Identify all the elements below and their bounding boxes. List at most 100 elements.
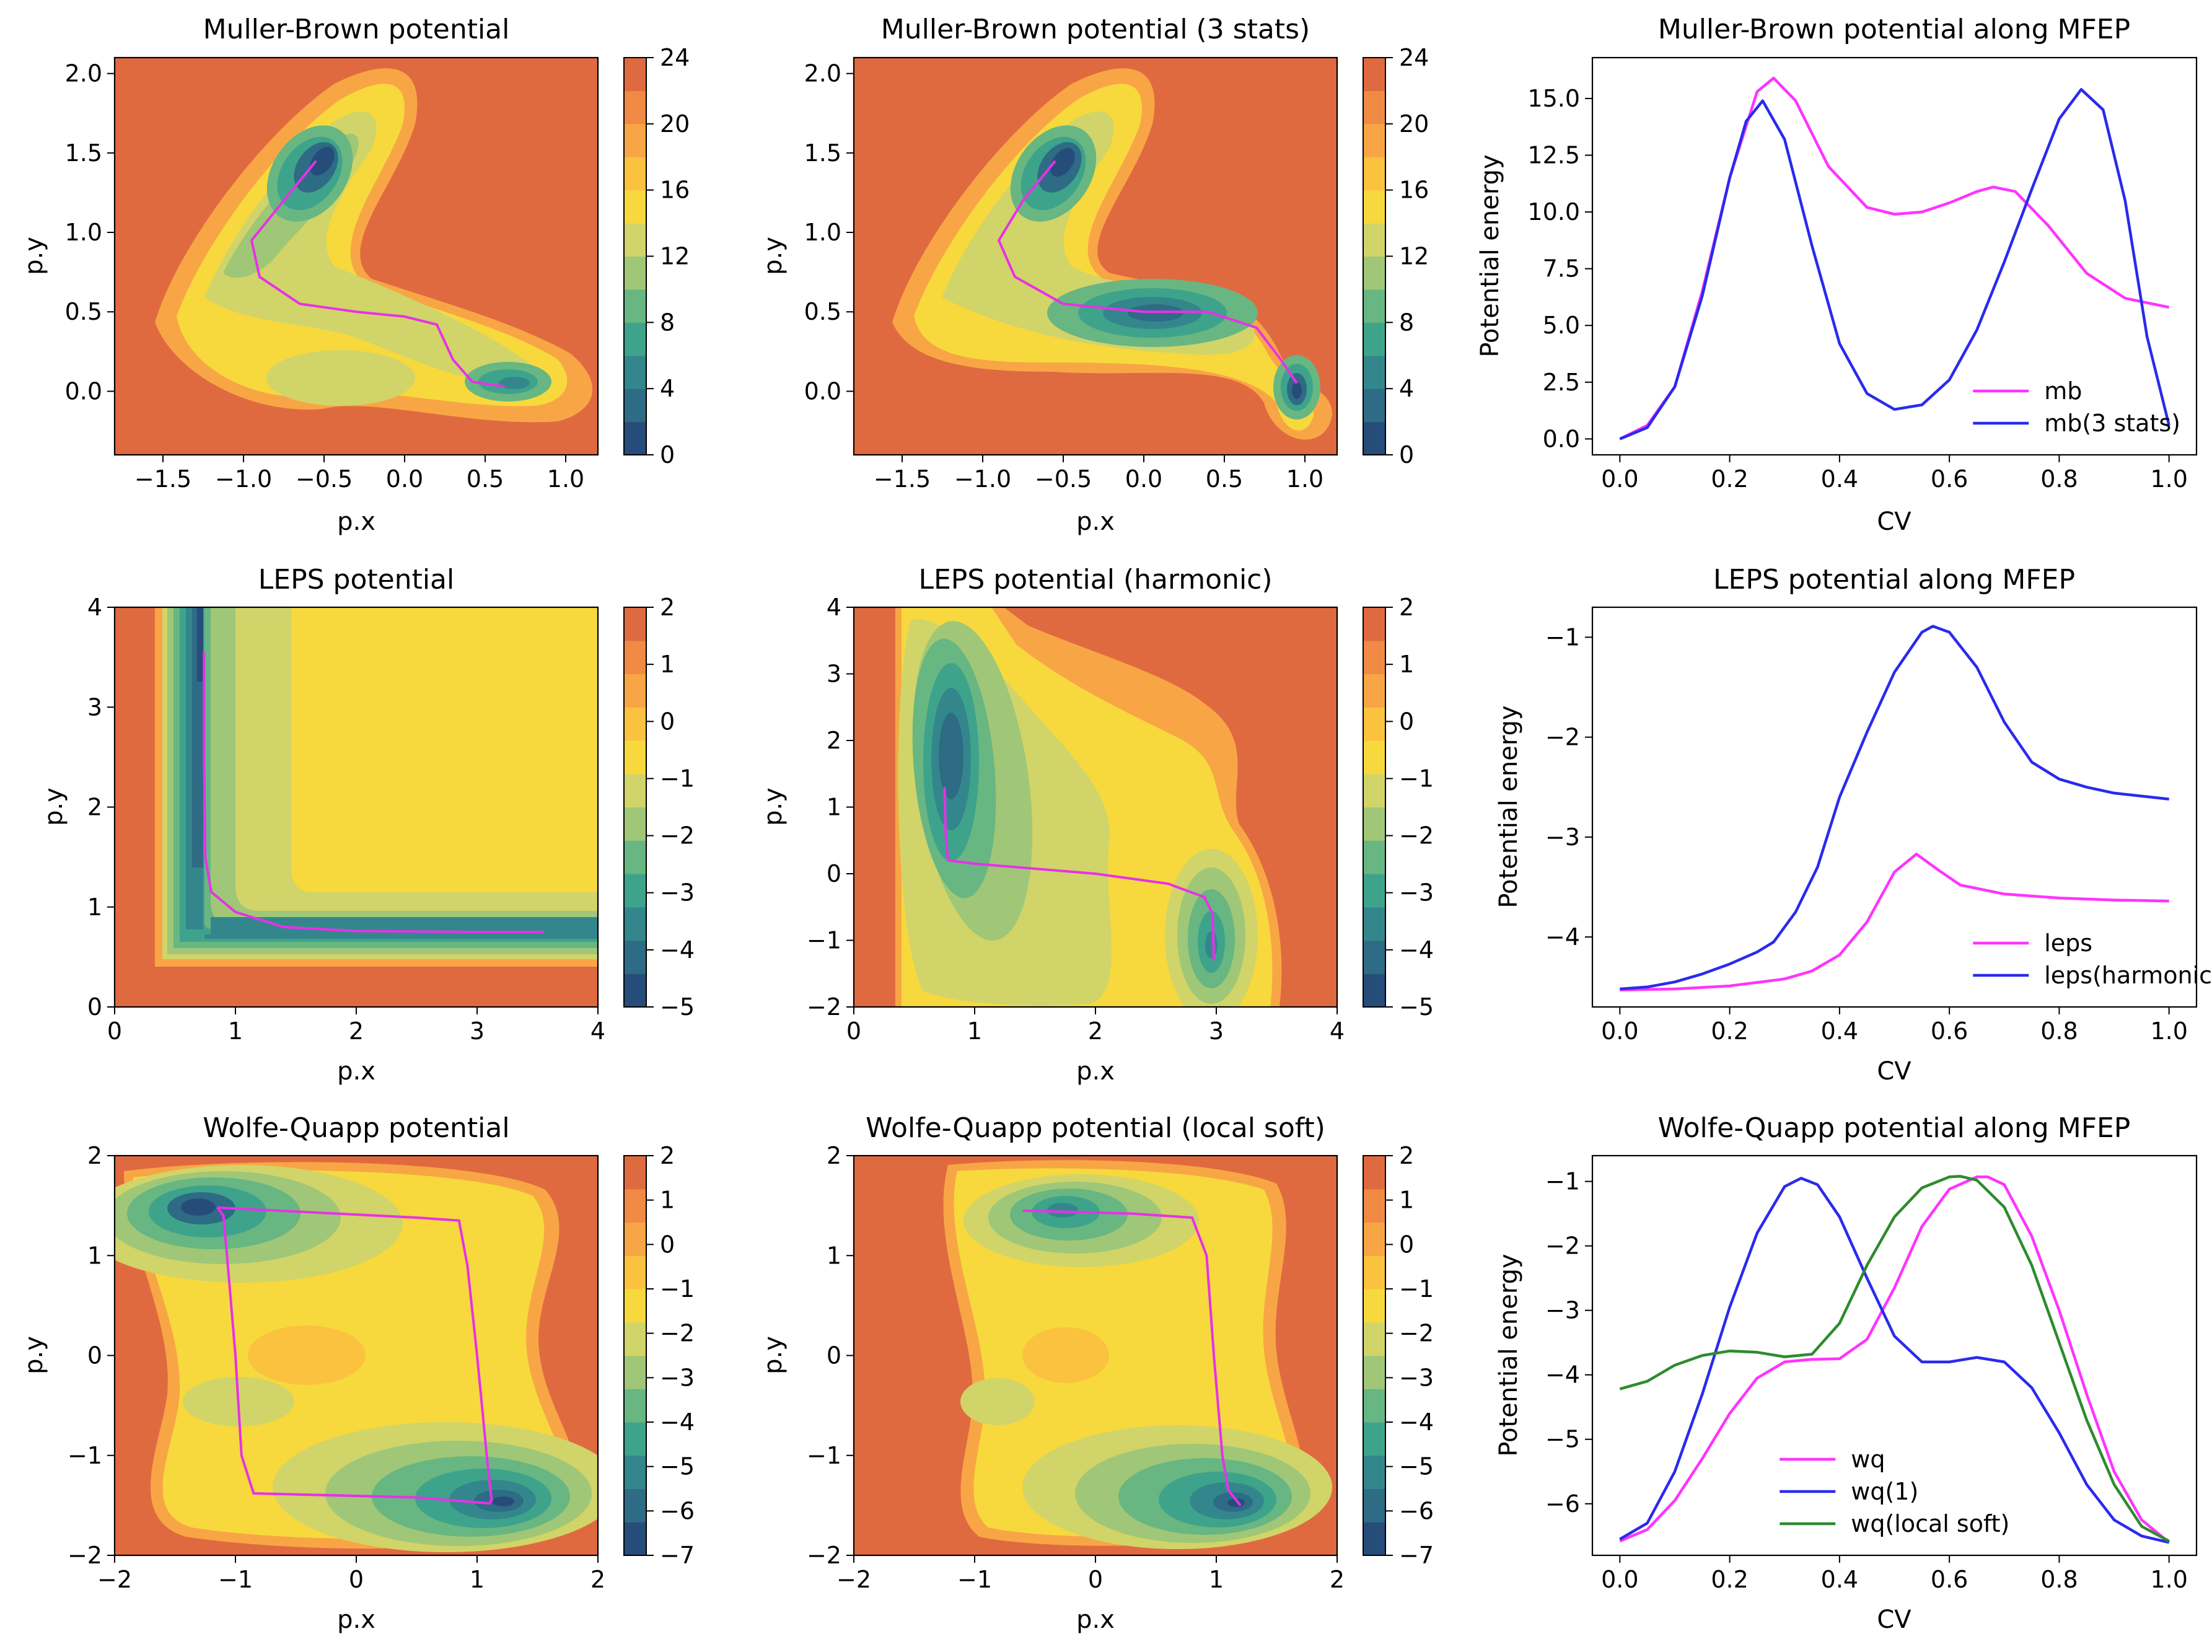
colorbar-tick-label: −1	[660, 1275, 695, 1303]
colorbar-tick-label: −1	[1399, 1275, 1434, 1303]
colorbar-level	[624, 1156, 646, 1190]
x-tick-label: 0.2	[1711, 465, 1748, 493]
colorbar-level	[624, 940, 646, 974]
colorbar-level	[624, 1222, 646, 1256]
colorbar-level	[1363, 1289, 1385, 1323]
colorbar-tick-label: −7	[660, 1542, 695, 1569]
colorbar-tick-label: −3	[660, 879, 695, 907]
colorbar-level	[1363, 840, 1385, 874]
x-tick-label: −1.0	[954, 465, 1011, 493]
y-tick-label: 15.0	[1527, 85, 1580, 112]
colorbar-tick-label: 24	[660, 44, 690, 71]
colorbar-level	[1363, 807, 1385, 841]
x-tick-label: 0.0	[1601, 465, 1638, 493]
colorbar-level	[624, 1355, 646, 1389]
colorbar-level	[1363, 1522, 1385, 1556]
legend-label: mb(3 stats)	[2044, 410, 2180, 437]
colorbar-level	[624, 740, 646, 775]
plot-lines	[1619, 1175, 2170, 1544]
panel-wolfe-quapp: Wolfe-Quapp potential −2 −1 0 1 2 −2 −1 0 1 2 p.x	[20, 1112, 695, 1634]
x-axis-label: CV	[1877, 1606, 1911, 1634]
legend: leps leps(harmonic)	[1973, 929, 2212, 989]
x-tick-label: 2	[1088, 1017, 1103, 1045]
y-tick-label: −1	[1545, 623, 1580, 651]
y-tick-label: 1.5	[804, 139, 841, 167]
x-tick-label: 0	[846, 1017, 861, 1045]
axes-frame	[1591, 606, 2198, 1008]
legend-label: wq	[1851, 1446, 1885, 1473]
colorbar-tick-label: 0	[660, 708, 675, 735]
y-tick-label: 2	[87, 1142, 102, 1169]
colorbar-level	[1363, 190, 1385, 224]
x-tick-label: 4	[590, 1017, 605, 1045]
x-axis-label: CV	[1877, 1057, 1911, 1086]
colorbar-tick-label: 12	[660, 243, 690, 270]
colorbar-frame	[1363, 1155, 1386, 1556]
colorbar-level	[1363, 421, 1385, 455]
colorbar-level	[1363, 58, 1385, 92]
colorbar-tick-label: 1	[1399, 1187, 1414, 1214]
contour-field	[854, 607, 1337, 1007]
colorbar-level	[624, 1289, 646, 1323]
colorbar-level	[1363, 289, 1385, 323]
colorbar: −7 −6 −5 −4 −3 −2 −1 0 1 2	[1363, 1142, 1434, 1569]
x-tick-label: 0.8	[2040, 465, 2078, 493]
x-axis-label: p.x	[1076, 1606, 1115, 1634]
colorbar-tick-label: 2	[1399, 1142, 1414, 1169]
colorbar-level	[1363, 157, 1385, 191]
x-tick-label: 0.6	[1931, 1017, 1968, 1045]
series-line-leps-harmonic-	[1620, 625, 2169, 991]
axes-frame	[1591, 56, 2198, 456]
colorbar-level	[1363, 1422, 1385, 1456]
y-tick-label: 1	[87, 1242, 102, 1269]
colorbar-level	[1363, 1355, 1385, 1389]
panel-title: Wolfe-Quapp potential (local soft)	[866, 1112, 1325, 1144]
legend-label: leps	[2044, 929, 2092, 957]
colorbar: −5 −4 −3 −2 −1 0 1 2	[1363, 594, 1434, 1021]
y-axis-label: p.y	[20, 1336, 48, 1374]
axis-ticks: 0.0 0.2 0.4 0.6 0.8 1.0 0.0 2.5 5.0 7.5 10.0 12.5 15…	[1527, 85, 2188, 493]
panel-title: Muller-Brown potential (3 stats)	[881, 14, 1310, 45]
legend: wq wq(1) wq(local soft)	[1780, 1446, 2009, 1537]
colorbar-level	[1363, 223, 1385, 257]
axes-frame	[853, 56, 1338, 456]
x-axis-label: p.x	[337, 1057, 375, 1086]
x-axis-label: CV	[1877, 507, 1911, 536]
colorbar-tick-label: −4	[660, 936, 695, 964]
colorbar-level	[1363, 256, 1385, 290]
colorbar-level	[624, 355, 646, 389]
y-tick-label: 1	[827, 1242, 841, 1269]
colorbar-level	[624, 874, 646, 908]
colorbar-tick-label: 16	[1399, 177, 1429, 204]
y-tick-label: 3	[827, 661, 841, 688]
colorbar-level	[1363, 773, 1385, 808]
y-tick-label: 0	[827, 860, 841, 887]
colorbar-level	[1363, 940, 1385, 974]
x-tick-label: 1.0	[547, 465, 584, 493]
colorbar-tick-label: −3	[660, 1364, 695, 1391]
colorbar-tick-label: 20	[1399, 110, 1429, 138]
series-line-wq-1-	[1619, 1177, 2170, 1544]
colorbar-tick-label: 1	[660, 651, 675, 678]
y-tick-label: 7.5	[1543, 255, 1580, 283]
colorbar-tick-label: 2	[660, 1142, 675, 1169]
y-tick-label: 0	[87, 1342, 102, 1369]
contour-field	[854, 1156, 1337, 1555]
panel-wolfe-quapp-local-soft: Wolfe-Quapp potential (local soft) −2 −1 0…	[759, 1112, 1434, 1634]
x-tick-label: 1	[228, 1017, 243, 1045]
legend-label: wq(1)	[1851, 1478, 1918, 1505]
y-tick-label: −3	[1545, 824, 1580, 851]
colorbar-level	[624, 256, 646, 290]
x-axis-label: p.x	[337, 507, 375, 536]
colorbar-level	[624, 640, 646, 675]
colorbar: 0 4 8 12 16 20 24	[1363, 44, 1429, 468]
colorbar-tick-label: 8	[1399, 309, 1414, 336]
y-tick-label: 1	[827, 794, 841, 821]
colorbar-level	[624, 773, 646, 808]
colorbar-level	[624, 1422, 646, 1456]
colorbar-tick-label: −2	[660, 822, 695, 850]
y-tick-label: −1	[1545, 1168, 1580, 1195]
x-tick-label: 0.0	[386, 465, 423, 493]
colorbar-tick-label: 16	[660, 177, 690, 204]
mfep-path	[943, 787, 1216, 960]
